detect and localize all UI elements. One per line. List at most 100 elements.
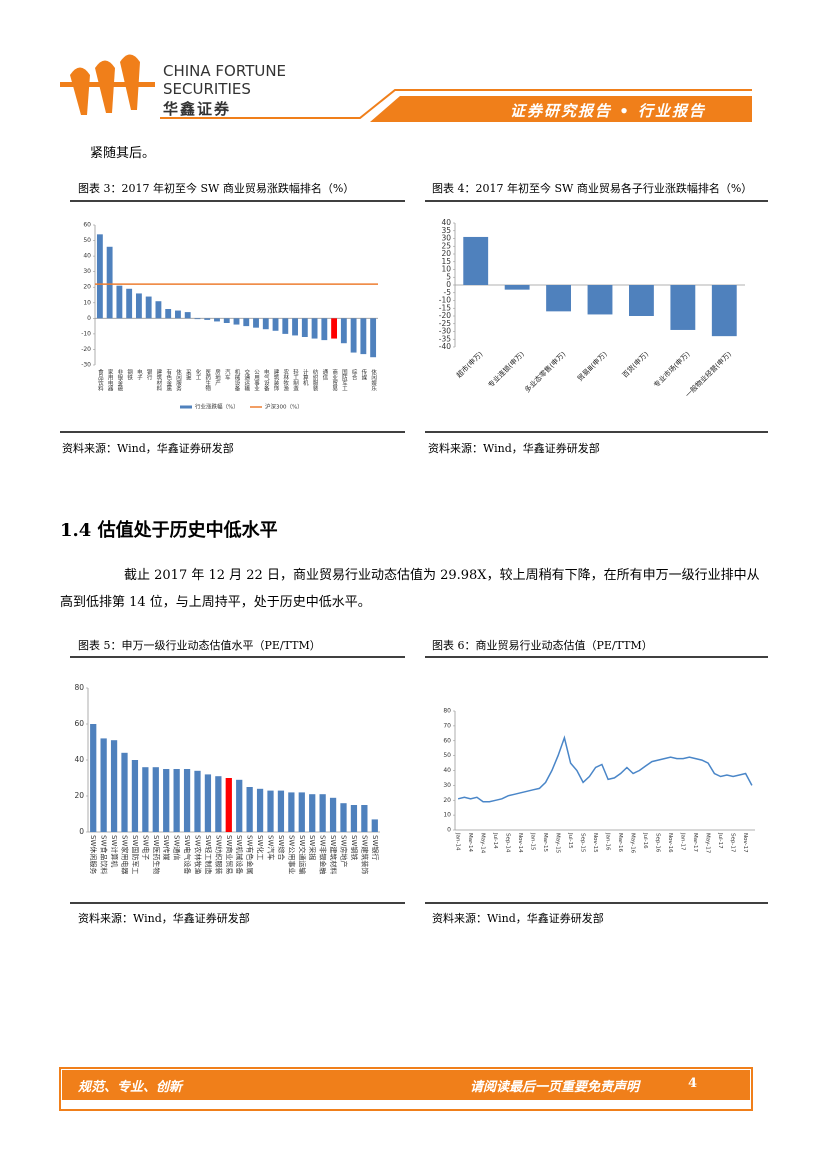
- x-tick-label: May-16: [630, 833, 636, 854]
- y-tick-label: -15: [439, 303, 451, 312]
- y-tick-label: 0: [446, 280, 451, 289]
- x-tick-label: 家用电器: [107, 368, 114, 393]
- bar: [183, 769, 191, 832]
- y-tick-label: -30: [439, 327, 451, 336]
- x-tick-label: 专业市场(申万): [652, 349, 692, 389]
- y-tick-label: -20: [81, 346, 91, 353]
- y-tick-label: 0: [87, 315, 91, 322]
- y-tick-label: 35: [441, 226, 451, 235]
- x-tick-label: 交通运输: [243, 368, 250, 393]
- x-tick-label: 多业态零售(申万): [522, 349, 567, 394]
- x-tick-label: Mar-14: [467, 833, 473, 853]
- bar: [321, 318, 328, 341]
- x-tick-label: SW机械设备: [235, 835, 244, 874]
- x-tick-label: Nov-15: [592, 833, 598, 853]
- bar: [121, 752, 128, 832]
- bar: [319, 794, 326, 832]
- y-tick-label: 80: [74, 683, 84, 692]
- x-tick-label: 化工: [194, 368, 201, 381]
- y-tick-label: 25: [441, 241, 451, 250]
- section-paragraph: 截止 2017 年 12 月 22 日，商业贸易行业动态估值为 29.98X，较…: [60, 568, 760, 610]
- y-tick-label: 5: [446, 272, 451, 281]
- x-tick-label: SW建筑装饰: [360, 835, 369, 874]
- x-tick-label: Nov-16: [667, 833, 673, 853]
- bar: [175, 310, 181, 319]
- bar: [670, 285, 696, 330]
- x-tick-label: May-15: [555, 833, 561, 854]
- y-tick-label: 40: [74, 755, 84, 764]
- x-tick-label: SW休闲服务: [89, 835, 98, 874]
- bar: [282, 318, 289, 334]
- y-tick-label: 10: [83, 299, 91, 306]
- x-tick-label: 电气设备: [263, 368, 270, 393]
- x-tick-label: May-14: [480, 833, 486, 854]
- x-tick-label: 贸易Ⅲ(申万): [575, 349, 609, 383]
- x-tick-label: Nov-14: [517, 833, 523, 853]
- x-tick-label: 休闲服务: [175, 368, 182, 393]
- y-tick-label: 30: [441, 234, 451, 243]
- x-tick-label: SW医药生物: [152, 835, 161, 874]
- x-tick-label: 建筑装饰: [273, 368, 280, 393]
- bar: [711, 285, 737, 337]
- x-tick-label: Jul-17: [717, 832, 723, 849]
- y-tick-label: 70: [443, 722, 451, 729]
- x-tick-label: SW食品饮料: [100, 835, 109, 874]
- bar: [110, 740, 118, 832]
- footer-motto: 规范、专业、创新: [78, 1080, 183, 1095]
- y-tick-label: -20: [439, 311, 451, 320]
- logo: [60, 54, 155, 115]
- figure-caption: 图表 4：2017 年初至今 SW 商业贸易各子行业涨跌幅排名（%）: [432, 182, 753, 195]
- bar: [292, 318, 298, 336]
- x-tick-label: Mar-16: [617, 833, 623, 853]
- bar: [131, 760, 139, 832]
- bar: [163, 769, 170, 832]
- x-tick-label: Sep-15: [580, 833, 586, 853]
- x-tick-label: SW采掘: [308, 835, 317, 860]
- y-tick-label: -10: [81, 330, 91, 337]
- x-tick-label: 房地产: [214, 368, 221, 387]
- x-tick-label: SW农林牧渔: [194, 835, 203, 874]
- bar: [629, 285, 654, 316]
- bar: [277, 790, 285, 832]
- header-band: [370, 96, 752, 122]
- brand-cn: 华鑫证券: [163, 100, 232, 118]
- x-tick-label: 超市(申万): [454, 349, 484, 379]
- bar: [142, 767, 149, 832]
- y-tick-label: -30: [81, 362, 91, 369]
- legend-swatch: [180, 405, 192, 409]
- header-rule: [160, 89, 752, 119]
- bar: [350, 318, 357, 353]
- bar: [236, 779, 243, 832]
- line: [457, 735, 753, 803]
- x-tick-label: May-17: [705, 833, 711, 854]
- footer-frame: [59, 1067, 753, 1111]
- bar: [165, 309, 172, 319]
- footer-band: [62, 1070, 750, 1100]
- x-tick-label: SW房地产: [340, 835, 349, 867]
- brand-en-2: SECURITIES: [163, 80, 251, 98]
- y-tick-label: 30: [443, 782, 451, 789]
- bar: [340, 318, 347, 344]
- x-tick-label: Jul-16: [642, 832, 648, 849]
- bar: [145, 296, 152, 319]
- bar: [329, 797, 337, 832]
- figure-source: 资料来源：Wind，华鑫证券研发部: [62, 442, 234, 455]
- y-tick-label: -5: [444, 288, 452, 297]
- x-tick-label: Jul-14: [492, 832, 498, 849]
- figure-source: 资料来源：Wind，华鑫证券研发部: [432, 912, 604, 925]
- x-tick-label: Jan-15: [530, 832, 536, 851]
- figure-caption: 图表 3：2017 年初至今 SW 商业贸易涨跌幅排名（%）: [78, 182, 355, 195]
- x-tick-label: 传媒: [360, 368, 367, 382]
- x-tick-label: SW计算机: [110, 835, 119, 867]
- y-tick-label: -40: [439, 342, 451, 351]
- bar: [173, 769, 180, 832]
- x-tick-label: 综合: [351, 368, 358, 382]
- legend-label: 行业涨跌幅（%）: [195, 403, 239, 411]
- bar: [100, 738, 107, 832]
- bar: [371, 819, 378, 832]
- bar: [331, 318, 338, 339]
- header-graphics: [60, 54, 752, 122]
- report-type: 证券研究报告 • 行业报告: [510, 102, 707, 120]
- x-tick-label: SW交通运输: [298, 835, 307, 874]
